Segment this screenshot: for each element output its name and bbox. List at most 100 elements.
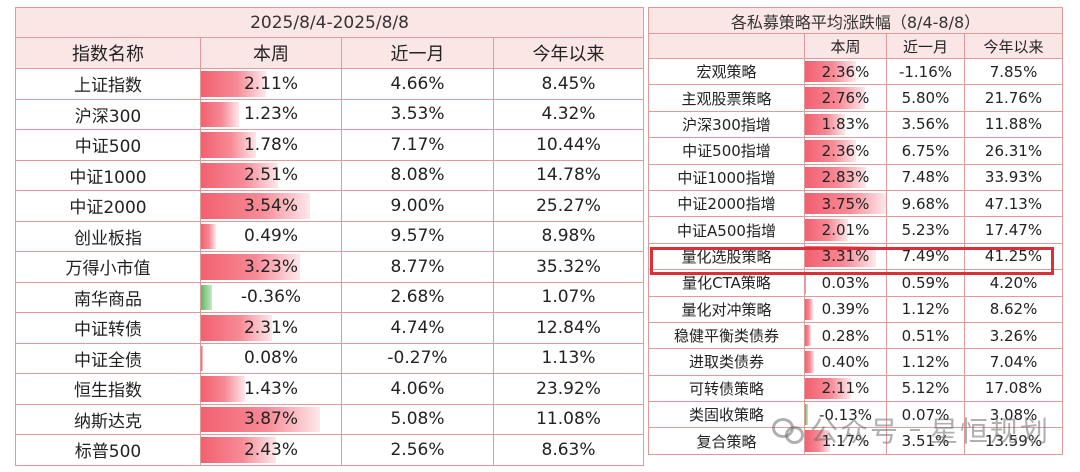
- week-change-cell: 1.23%: [200, 98, 342, 130]
- table-row: 沪深300指增 1.83% 3.56% 11.88%: [648, 110, 1064, 139]
- ytd-change-cell: 13.59%: [963, 427, 1064, 455]
- week-change-cell: 1.83%: [804, 110, 887, 139]
- table-row: 量化对冲策略 0.39% 1.12% 8.62%: [648, 295, 1064, 323]
- row-name: 标普500: [15, 434, 201, 466]
- month-change-cell: 3.56%: [886, 110, 965, 139]
- week-change-cell: 2.11%: [200, 68, 342, 100]
- week-change-cell: 2.11%: [804, 374, 887, 403]
- month-change-cell: 1.12%: [886, 295, 965, 323]
- month-change-cell: 5.23%: [886, 216, 965, 244]
- row-name: 万得小市值: [15, 251, 201, 283]
- week-change-bar: [805, 61, 856, 83]
- row-name: 量化对冲策略: [648, 295, 805, 323]
- table-row: 量化CTA策略 0.03% 0.59% 4.20%: [648, 269, 1064, 297]
- week-change-bar: [805, 166, 867, 188]
- week-change-bar: [201, 223, 217, 249]
- table-row: 南华商品 -0.36% 2.68% 1.07%: [15, 281, 645, 313]
- ytd-change-cell: 12.84%: [492, 312, 645, 344]
- week-change-cell: 2.36%: [804, 57, 887, 86]
- table-row: 中证1000 2.51% 8.08% 14.78%: [15, 159, 645, 191]
- week-change-bar: [201, 315, 273, 341]
- week-change-bar: [805, 430, 831, 452]
- table-row: 中证全债 0.08% -0.27% 1.13%: [15, 342, 645, 374]
- table-row: 主观股票策略 2.76% 5.80% 21.76%: [648, 84, 1064, 112]
- table-row: 沪深300 1.23% 3.53% 4.32%: [15, 98, 645, 130]
- ytd-change-cell: 11.08%: [492, 403, 645, 435]
- row-name: 纳斯达克: [15, 403, 201, 435]
- table-row: 进取类债券 0.40% 1.12% 7.04%: [648, 348, 1064, 376]
- week-change-bar: [201, 437, 276, 463]
- week-change-cell: 0.40%: [804, 348, 887, 376]
- week-change-bar: [201, 162, 279, 188]
- table-row: 中证1000指增 2.83% 7.48% 33.93%: [648, 163, 1064, 191]
- table-row: 量化选股策略 3.31% 7.49% 41.25%: [648, 242, 1064, 271]
- month-change-cell: 0.07%: [886, 401, 965, 429]
- week-change-bar: [201, 345, 204, 371]
- week-change-bar: [805, 113, 845, 136]
- month-change-cell: 7.48%: [886, 163, 965, 191]
- week-change-value: 1.43%: [243, 378, 298, 399]
- week-change-value: 2.36%: [821, 141, 870, 160]
- week-change-cell: 2.01%: [804, 216, 887, 244]
- week-change-cell: 3.75%: [804, 189, 887, 218]
- ytd-change-cell: 47.13%: [963, 189, 1064, 218]
- week-change-value: 2.43%: [243, 439, 298, 460]
- strategy-performance-table: 各私募策略平均涨跌幅（8/4-8/8） 本周 近一月 今年以来 宏观策略 2.36…: [647, 7, 1064, 455]
- week-change-value: 0.03%: [821, 273, 870, 292]
- week-change-value: 2.76%: [821, 89, 870, 108]
- week-change-bar: [201, 101, 239, 127]
- row-name: 主观股票策略: [648, 84, 805, 112]
- week-change-cell: 2.76%: [804, 84, 887, 112]
- table-row: 中证2000 3.54% 9.00% 25.27%: [15, 190, 645, 222]
- week-change-cell: 2.31%: [200, 312, 342, 344]
- ytd-change-cell: 21.76%: [963, 84, 1064, 112]
- week-change-bar: [805, 351, 814, 373]
- month-change-cell: -1.16%: [886, 57, 965, 86]
- week-change-value: 3.75%: [821, 194, 870, 213]
- week-change-bar: [201, 71, 266, 97]
- week-change-bar: [805, 192, 886, 215]
- week-change-cell: 1.17%: [804, 427, 887, 455]
- week-change-value: -0.13%: [818, 405, 873, 424]
- week-change-cell: 2.83%: [804, 163, 887, 191]
- ytd-change-cell: 8.98%: [492, 220, 645, 252]
- week-change-cell: 0.49%: [200, 220, 342, 252]
- week-change-bar: [201, 284, 213, 310]
- table-row: 类固收策略 -0.13% 0.07% 3.08%: [648, 401, 1064, 429]
- week-change-bar: [201, 132, 256, 158]
- month-change-cell: 1.12%: [886, 348, 965, 376]
- index-performance-table: 2025/8/4-2025/8/8 指数名称 本周 近一月 今年以来 上证指数 2…: [14, 7, 645, 466]
- ytd-change-cell: 23.92%: [492, 373, 645, 405]
- week-change-bar: [805, 272, 806, 294]
- week-change-value: 2.83%: [821, 168, 870, 187]
- week-change-value: 2.11%: [821, 379, 870, 398]
- week-change-value: 0.28%: [821, 326, 870, 345]
- week-change-cell: 3.23%: [200, 251, 342, 283]
- ytd-change-cell: 1.13%: [492, 342, 645, 374]
- month-change-cell: 9.00%: [341, 190, 494, 222]
- ytd-change-cell: 10.44%: [492, 129, 645, 161]
- header-ytd: 今年以来: [963, 33, 1064, 59]
- week-change-cell: 1.78%: [200, 129, 342, 161]
- week-change-bar: [805, 377, 851, 400]
- week-change-bar: [805, 140, 856, 162]
- ytd-change-cell: 8.45%: [492, 68, 645, 100]
- row-name: 中证全债: [15, 342, 201, 374]
- week-change-value: 0.49%: [243, 226, 298, 247]
- week-change-value: 3.23%: [243, 256, 298, 277]
- ytd-change-cell: 11.88%: [963, 110, 1064, 139]
- table-row: 中证500 1.78% 7.17% 10.44%: [15, 129, 645, 161]
- month-change-cell: 4.66%: [341, 68, 494, 100]
- week-change-cell: 3.87%: [200, 403, 342, 435]
- ytd-change-cell: 3.08%: [963, 401, 1064, 429]
- week-change-value: 0.39%: [821, 300, 870, 319]
- week-change-cell: -0.36%: [200, 281, 342, 313]
- row-name: 中证转债: [15, 312, 201, 344]
- row-name: 中证500: [15, 129, 201, 161]
- ytd-change-cell: 17.47%: [963, 216, 1064, 244]
- ytd-change-cell: 3.26%: [963, 321, 1064, 350]
- ytd-change-cell: 17.08%: [963, 374, 1064, 403]
- week-change-value: 1.83%: [821, 115, 870, 134]
- ytd-change-cell: 14.78%: [492, 159, 645, 191]
- month-change-cell: 9.57%: [341, 220, 494, 252]
